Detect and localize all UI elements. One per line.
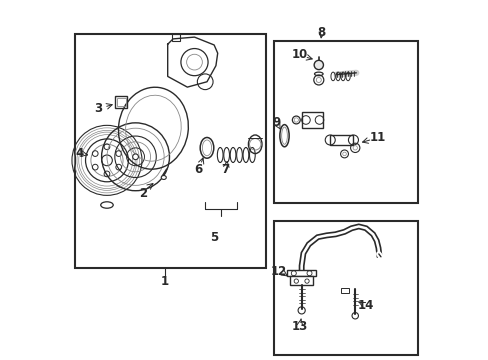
Text: 8: 8 bbox=[317, 26, 325, 39]
Bar bbox=[75, 33, 265, 267]
Circle shape bbox=[132, 154, 138, 159]
Text: 11: 11 bbox=[368, 131, 385, 144]
Text: 1: 1 bbox=[161, 275, 169, 288]
Bar bbox=[172, 34, 180, 41]
Text: 2: 2 bbox=[138, 188, 146, 201]
Bar bbox=[329, 135, 353, 145]
Text: 9: 9 bbox=[272, 116, 280, 129]
Text: 14: 14 bbox=[357, 298, 373, 311]
Text: 7: 7 bbox=[221, 163, 228, 176]
Bar bbox=[273, 41, 418, 203]
Text: 6: 6 bbox=[194, 163, 202, 176]
Ellipse shape bbox=[161, 176, 166, 180]
Text: 13: 13 bbox=[291, 320, 307, 333]
Text: 5: 5 bbox=[209, 231, 218, 244]
Circle shape bbox=[313, 60, 323, 69]
Bar bbox=[301, 112, 323, 128]
Bar bbox=[290, 276, 312, 285]
Polygon shape bbox=[167, 37, 217, 87]
Text: 4: 4 bbox=[75, 147, 83, 160]
Text: 10: 10 bbox=[291, 48, 307, 61]
Bar bbox=[287, 270, 315, 276]
Bar bbox=[117, 98, 125, 107]
Bar bbox=[273, 221, 418, 355]
Text: 3: 3 bbox=[94, 102, 102, 115]
Bar bbox=[340, 288, 348, 293]
Text: 12: 12 bbox=[270, 265, 286, 278]
Bar bbox=[115, 96, 127, 108]
